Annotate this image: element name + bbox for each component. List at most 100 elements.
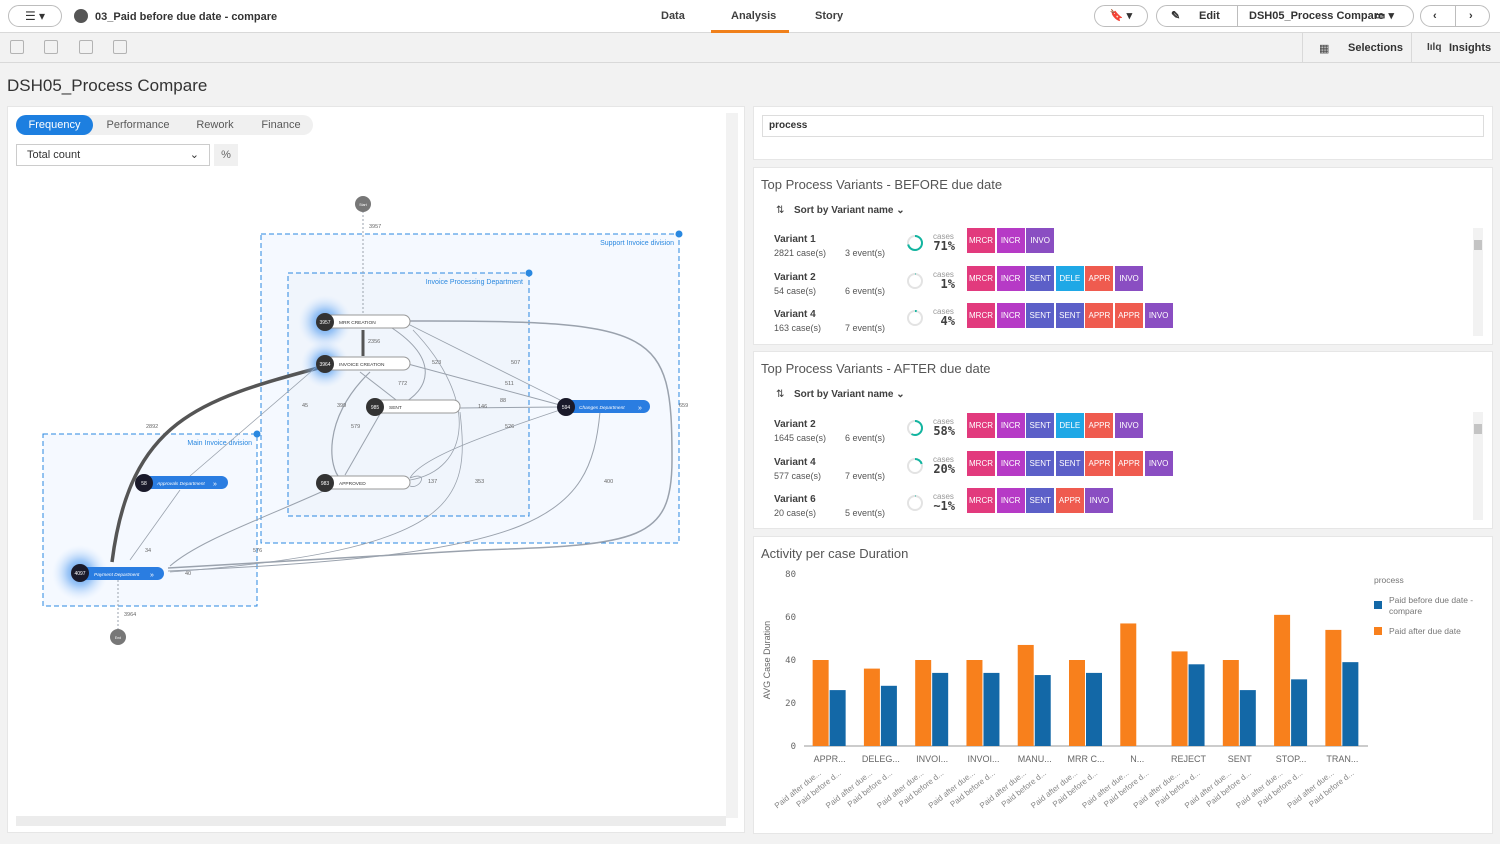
chart-title: Activity per case Duration xyxy=(761,546,909,561)
percent-toggle[interactable]: % xyxy=(214,144,238,166)
coverage-donut xyxy=(906,494,924,512)
sort-by-variant-button[interactable]: Sort by Variant name ⌄ xyxy=(794,205,905,216)
bookmark-icon: 🔖 ▾ xyxy=(1109,10,1133,22)
sort-by-variant-button[interactable]: Sort by Variant name ⌄ xyxy=(794,389,905,400)
bar-after xyxy=(966,660,983,746)
x-tick-label: INVOI... xyxy=(916,754,948,764)
legend-swatch xyxy=(1374,601,1382,609)
node-count: 594 xyxy=(562,405,571,411)
edit-button[interactable]: Edit xyxy=(1199,10,1220,22)
edit-sheet-group: ✎ Edit DSH05_Process Compare ▭ ▾ xyxy=(1156,5,1414,27)
process-edges xyxy=(110,211,673,630)
variant-event-count: 7 event(s) xyxy=(845,323,886,333)
mode-performance[interactable]: Performance xyxy=(106,119,170,131)
chevron-right-icon[interactable]: › xyxy=(1469,10,1473,22)
double-chevron-icon: » xyxy=(638,405,642,412)
activity-chip: INVO xyxy=(1115,413,1143,438)
node-payment-department[interactable]: 4097 Payment Department » xyxy=(71,564,164,582)
node-approved[interactable]: 983 APPROVED xyxy=(316,474,411,492)
step-back-icon[interactable] xyxy=(44,40,58,54)
scroll-thumb[interactable] xyxy=(1474,424,1482,434)
main-menu-button[interactable]: ☰ ▾ xyxy=(8,5,62,27)
duration-bar-chart[interactable]: 0 20 40 60 80 AVG Case Duration APPR... Paid af… xyxy=(754,560,1492,832)
smart-search-icon[interactable] xyxy=(10,40,24,54)
activity-chip: INVO xyxy=(1026,228,1055,253)
activity-chip: INCR xyxy=(996,303,1025,328)
start-node[interactable] xyxy=(355,196,371,212)
tab-data[interactable]: Data xyxy=(661,10,685,22)
start-label: Start xyxy=(359,203,366,207)
process-filter-field[interactable]: process xyxy=(762,115,1484,137)
bar-before xyxy=(1188,664,1205,746)
group-handle[interactable] xyxy=(525,269,533,277)
legend-title: process xyxy=(1374,575,1404,585)
sort-label: Sort by Variant name xyxy=(794,205,894,216)
node-label: Changes Department xyxy=(579,405,625,411)
node-sent[interactable]: 985 SENT xyxy=(366,398,461,416)
vertical-scrollbar[interactable] xyxy=(726,113,738,818)
insights-button[interactable]: Insights xyxy=(1449,42,1492,54)
step-forward-icon[interactable] xyxy=(79,40,93,54)
measure-dropdown[interactable]: Total count ⌄ xyxy=(16,144,210,166)
variant-event-count: 5 event(s) xyxy=(845,508,886,518)
edge-label: 3957 xyxy=(369,224,381,230)
variants-before-scrollbar[interactable] xyxy=(1473,228,1483,336)
y-tick-label: 0 xyxy=(791,742,796,752)
bookmark-button[interactable]: 🔖 ▾ xyxy=(1094,5,1148,27)
node-changes-department[interactable]: 594 Changes Department » xyxy=(557,398,650,416)
node-mrr-creation[interactable]: 3957 MRR CREATION xyxy=(316,313,411,331)
tab-analysis[interactable]: Analysis xyxy=(731,10,777,22)
group-handle[interactable] xyxy=(253,430,261,438)
tab-story[interactable]: Story xyxy=(815,10,844,22)
clear-selections-icon[interactable] xyxy=(113,40,127,54)
coverage-percent: 4% xyxy=(940,314,955,328)
variants-before-title: Top Process Variants - BEFORE due date xyxy=(761,177,1003,192)
variant-case-count: 1645 case(s) xyxy=(774,433,827,443)
variants-after-scrollbar[interactable] xyxy=(1473,412,1483,520)
cases-label: cases xyxy=(933,492,954,501)
sheet-list-icon[interactable]: ▭ ▾ xyxy=(1375,10,1394,22)
variants-after-title: Top Process Variants - AFTER due date xyxy=(761,361,991,376)
double-chevron-icon: » xyxy=(213,481,217,488)
app-title: 03_Paid before due date - compare xyxy=(95,11,278,23)
edge-label: 353 xyxy=(475,479,484,485)
double-chevron-icon: » xyxy=(150,572,154,579)
edge-label: 772 xyxy=(398,381,407,387)
sheet-nav: ‹ › xyxy=(1420,5,1490,27)
x-tick-label: REJECT xyxy=(1171,754,1207,764)
selections-button[interactable]: Selections xyxy=(1348,42,1404,54)
x-tick-label: N... xyxy=(1130,754,1144,764)
y-tick-label: 60 xyxy=(785,613,796,623)
divider xyxy=(1302,33,1303,63)
activity-chip: APPR xyxy=(1085,450,1114,476)
coverage-percent: ~1% xyxy=(933,499,955,513)
variant-case-count: 2821 case(s) xyxy=(774,248,827,258)
horizontal-scrollbar[interactable] xyxy=(16,816,726,826)
mode-rework[interactable]: Rework xyxy=(196,119,234,131)
bar-before xyxy=(880,685,897,746)
divider xyxy=(1455,5,1456,27)
scroll-thumb[interactable] xyxy=(1474,240,1482,250)
edge-label: 511 xyxy=(505,381,514,387)
variant-case-count: 163 case(s) xyxy=(774,323,822,333)
bar-before xyxy=(1291,679,1308,746)
node-approvals-department[interactable]: 58 Approvals Department » xyxy=(135,474,228,492)
selections-icon: ▦ xyxy=(1319,43,1330,55)
x-tick-label: STOP... xyxy=(1276,754,1307,764)
edge-label: 2892 xyxy=(146,424,158,430)
mode-finance[interactable]: Finance xyxy=(261,119,301,131)
node-invoice-creation[interactable]: 3964 INVOICE CREATION xyxy=(316,355,411,373)
mode-frequency[interactable]: Frequency xyxy=(16,115,93,135)
chevron-left-icon[interactable]: ‹ xyxy=(1433,10,1437,22)
variant-name: Variant 1 xyxy=(774,234,816,245)
group-handle[interactable] xyxy=(675,230,683,238)
cases-label: cases xyxy=(933,454,954,464)
bar-after xyxy=(1120,623,1137,746)
activity-chip: APPR xyxy=(1115,303,1143,328)
x-tick-label: APPR... xyxy=(814,754,846,764)
x-tick-label: INVOI... xyxy=(967,754,999,764)
sheet-selector[interactable]: DSH05_Process Compare xyxy=(1249,10,1385,22)
insights-icon: Iılq xyxy=(1427,42,1442,53)
process-map-canvas[interactable]: Support Invoice division Invoice Process… xyxy=(8,180,724,650)
end-node[interactable] xyxy=(110,629,126,645)
